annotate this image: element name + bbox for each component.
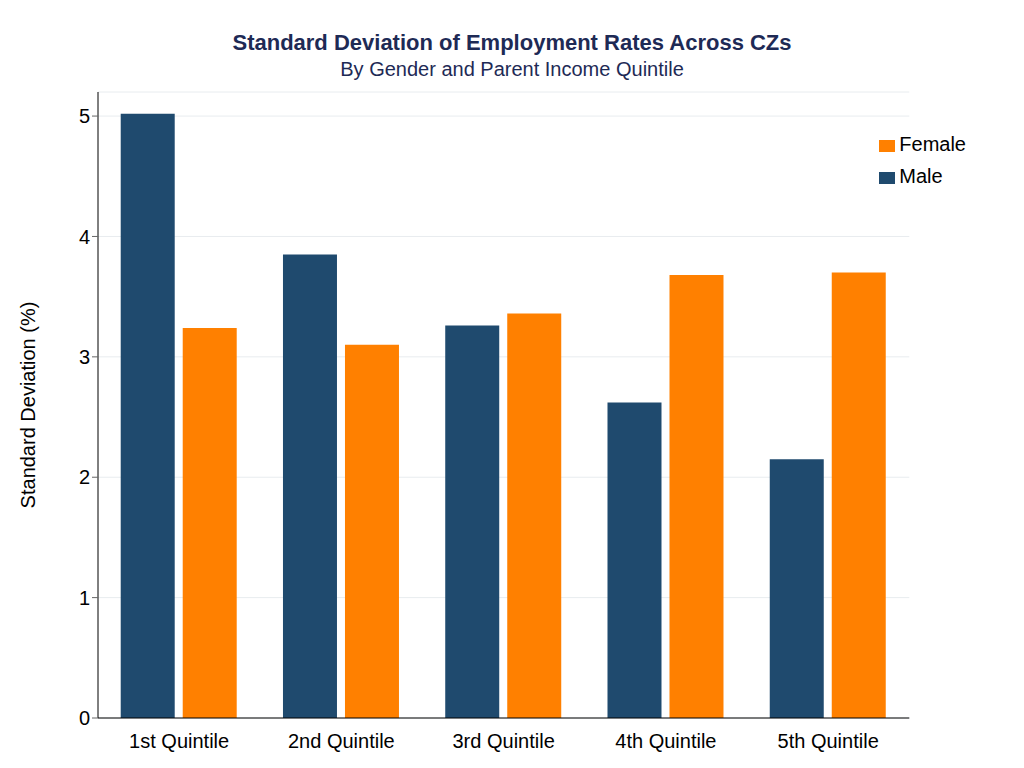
svg-text:Standard Deviation (%): Standard Deviation (%)	[17, 302, 39, 509]
svg-text:1st Quintile: 1st Quintile	[129, 730, 229, 752]
svg-text:3: 3	[79, 346, 90, 368]
svg-text:3rd Quintile: 3rd Quintile	[453, 730, 555, 752]
svg-text:2: 2	[79, 466, 90, 488]
svg-text:5th Quintile: 5th Quintile	[778, 730, 879, 752]
svg-text:5: 5	[79, 105, 90, 127]
svg-text:4th Quintile: 4th Quintile	[615, 730, 716, 752]
html-text:By Gender and Parent Income Qu: By Gender and Parent Income Quintile	[340, 58, 684, 80]
html-text:Standard Deviation of Employme: Standard Deviation of Employment Rates A…	[232, 30, 792, 55]
svg-text:0: 0	[79, 707, 90, 729]
html-text:Male: Male	[899, 165, 943, 187]
svg-text:2nd Quintile: 2nd Quintile	[288, 730, 395, 752]
svg-text:1: 1	[79, 587, 90, 609]
svg-text:4: 4	[79, 226, 90, 248]
html-text:Female: Female	[899, 133, 966, 155]
